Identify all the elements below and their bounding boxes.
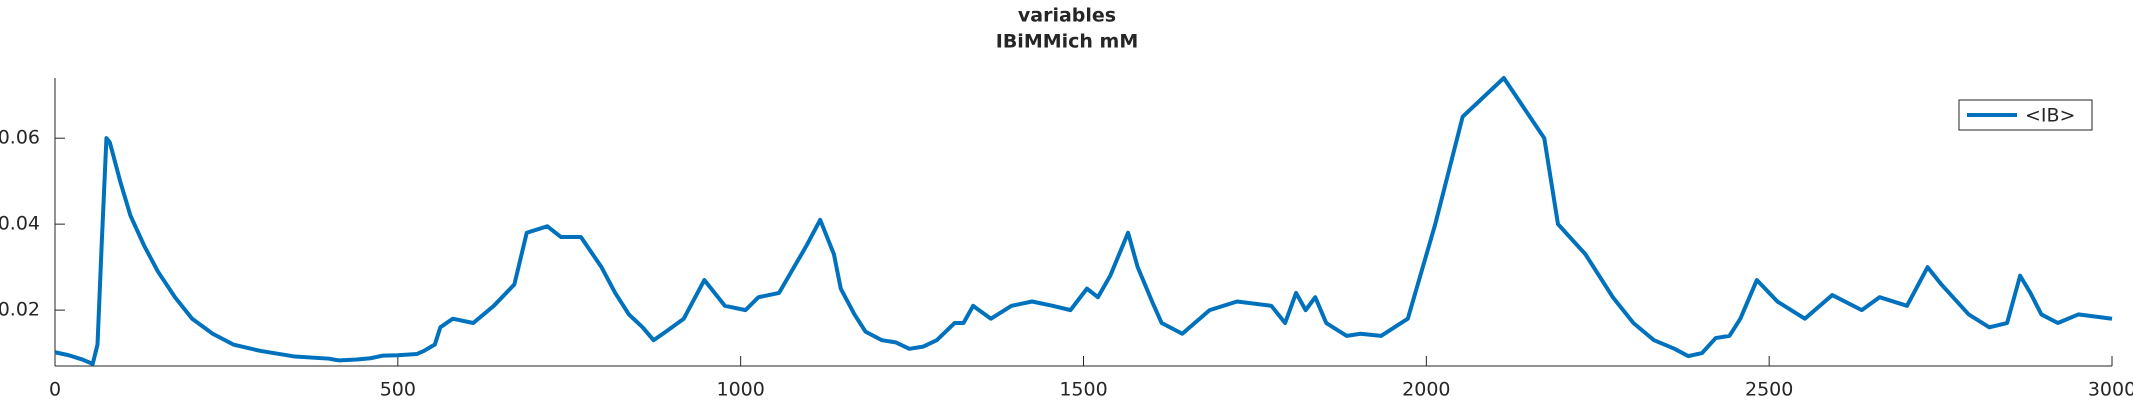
y-tick-label: 0.04 — [0, 213, 40, 235]
x-tick-label: 0 — [49, 379, 61, 400]
x-tick-label: 500 — [380, 379, 416, 400]
x-tick-label: 1500 — [1059, 379, 1107, 400]
x-tick-label: 3000 — [2088, 379, 2133, 400]
x-tick-label: 2000 — [1402, 379, 1450, 400]
legend-label: <IB> — [2025, 105, 2075, 127]
x-tick-label: 2500 — [1745, 379, 1793, 400]
chart-subtitle: IBiMMich mM — [996, 31, 1139, 53]
series-line — [54, 76, 2113, 366]
y-tick-label: 0.02 — [0, 299, 40, 321]
chart-title: variables — [1018, 5, 1116, 27]
x-tick-label: 1000 — [716, 379, 764, 400]
y-tick-label: 0.06 — [0, 127, 40, 149]
